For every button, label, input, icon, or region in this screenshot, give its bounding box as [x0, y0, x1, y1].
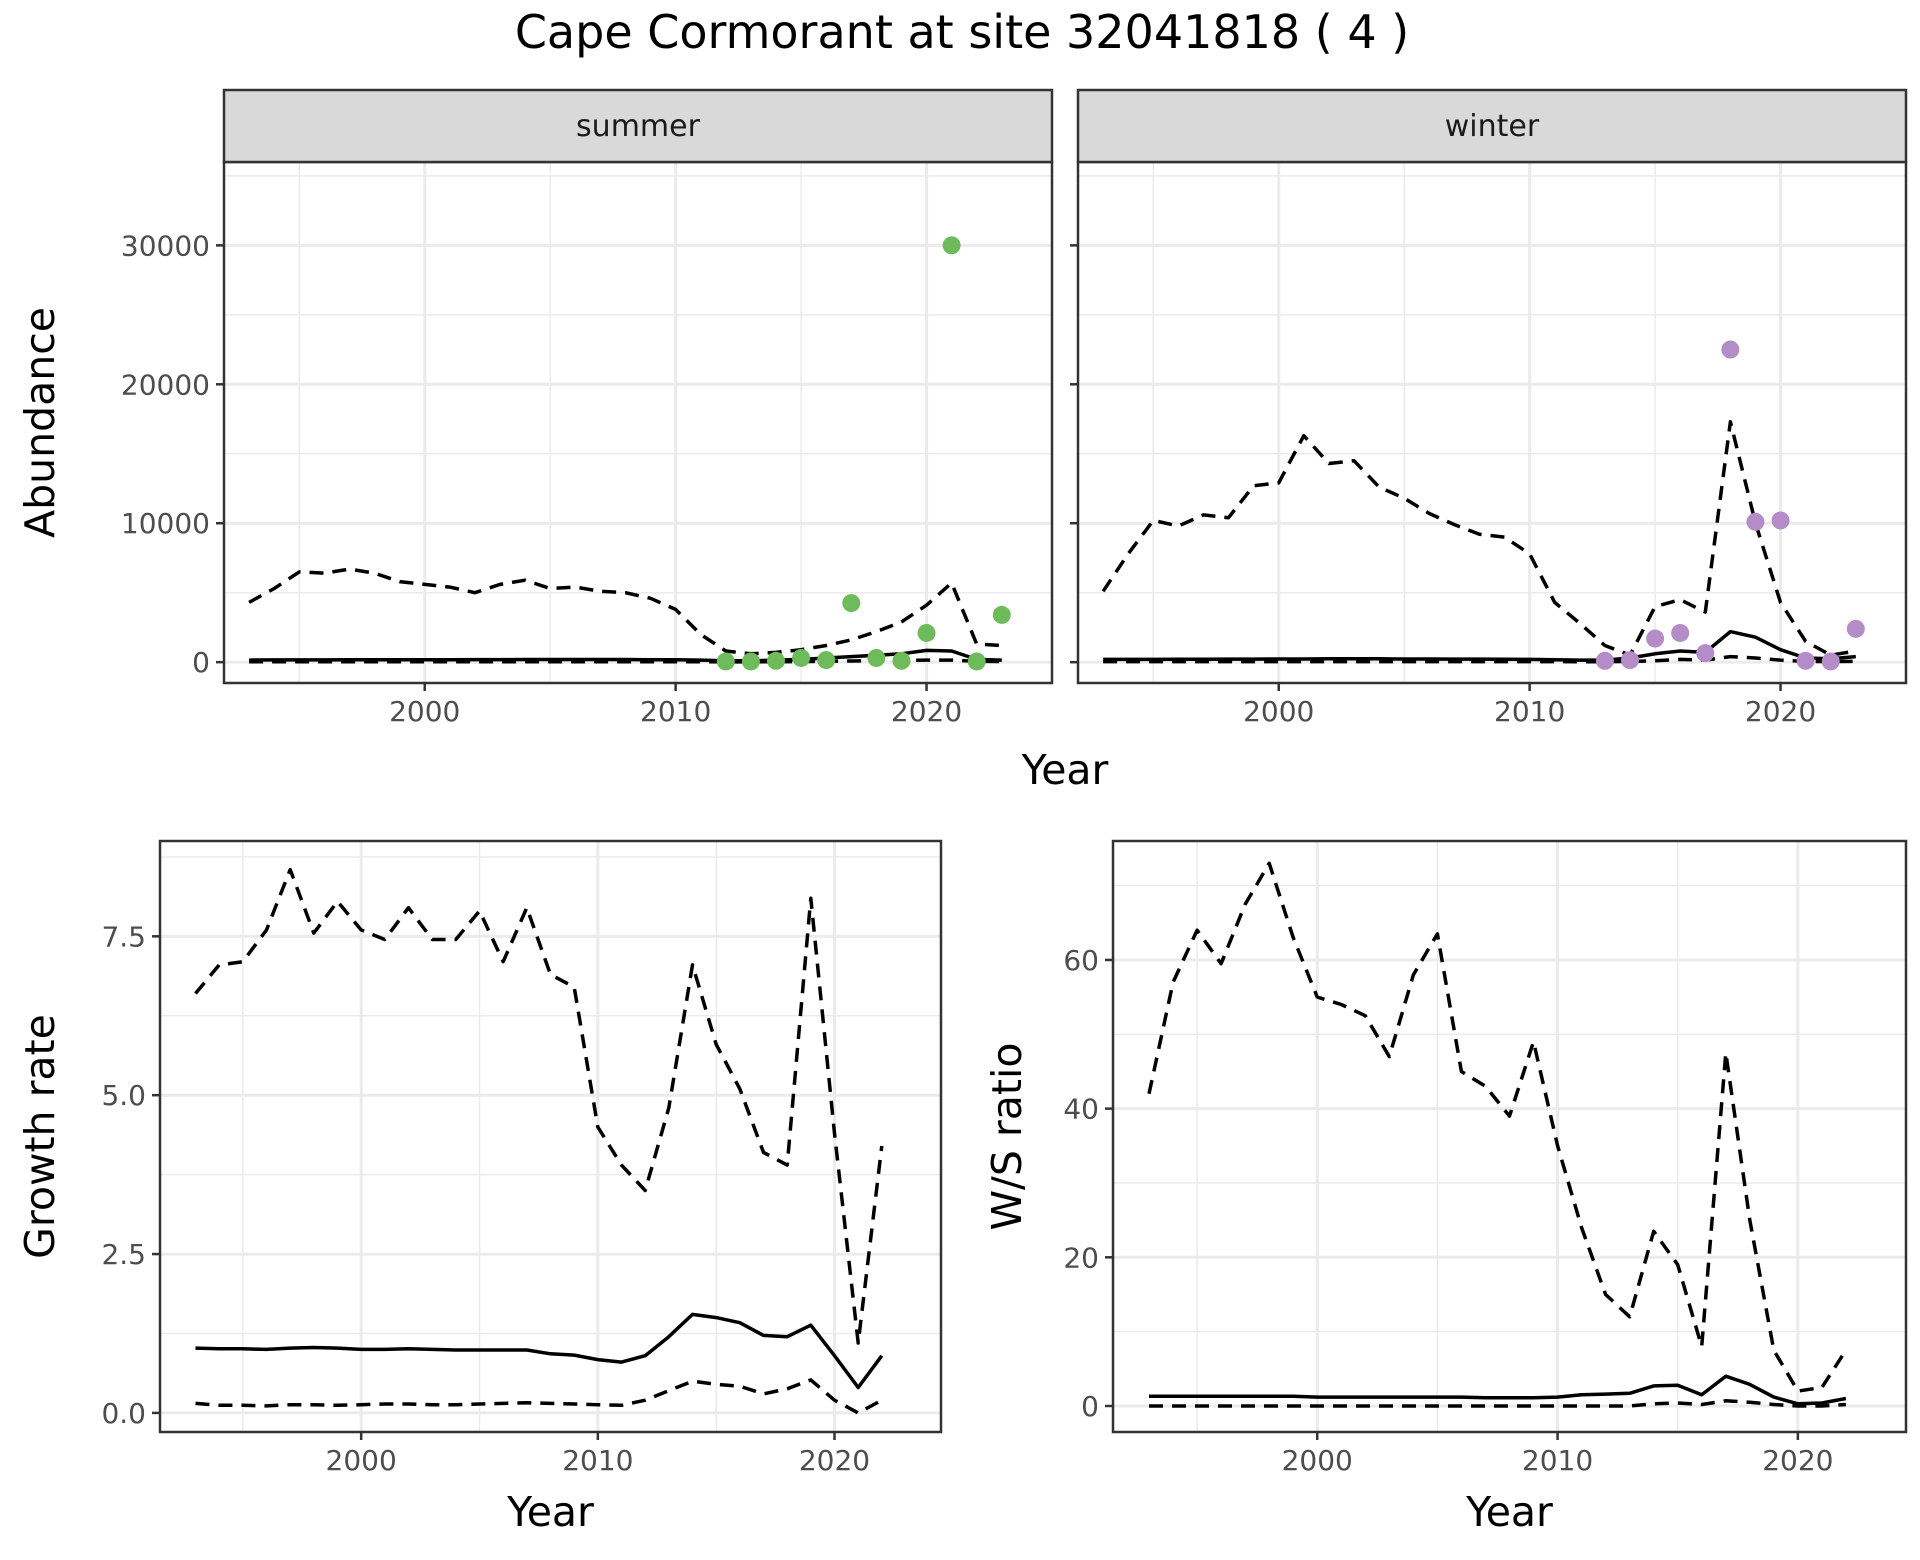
- y-axis-title: Growth rate: [16, 1014, 64, 1259]
- series-line-upper-bound: [248, 567, 1002, 656]
- y-tick-label: 5.0: [101, 1079, 146, 1112]
- y-tick-label: 20000: [121, 368, 210, 401]
- data-point: [1671, 623, 1690, 642]
- x-tick-label: 2010: [1494, 695, 1565, 728]
- x-tick-label: 2010: [562, 1444, 633, 1477]
- data-point: [767, 651, 785, 670]
- data-point: [1821, 652, 1840, 671]
- x-tick-label: 2000: [326, 1444, 397, 1477]
- series-line-lower-bound: [1103, 654, 1856, 664]
- figure-title: Cape Cormorant at site 32041818 ( 4 ): [515, 5, 1409, 59]
- data-point: [992, 605, 1011, 624]
- data-point: [1846, 619, 1865, 638]
- y-tick-label: 0: [192, 646, 210, 679]
- x-tick-label: 2020: [1762, 1444, 1833, 1477]
- y-tick-label: 7.5: [101, 920, 146, 953]
- data-point: [1621, 651, 1639, 670]
- x-tick-label: 2000: [1243, 695, 1314, 728]
- panel-abundance-winter: winter 2000 2010 2020: [1070, 88, 1908, 728]
- data-point: [1646, 629, 1665, 648]
- data-point: [867, 648, 886, 667]
- data-point: [716, 652, 735, 671]
- data-point: [917, 623, 936, 642]
- gridlines: [1078, 162, 1907, 683]
- y-tick-label: 2.5: [101, 1238, 146, 1271]
- facet-strip-label: winter: [1445, 109, 1540, 144]
- data-point: [892, 651, 911, 670]
- panel-border: [1111, 839, 1908, 1434]
- panel-border: [158, 839, 943, 1434]
- x-tick-label: 2020: [1745, 695, 1816, 728]
- x-tick-label: 2000: [389, 695, 460, 728]
- facet-strip: [222, 88, 1054, 164]
- data-point: [792, 648, 811, 667]
- y-tick-label: 30000: [121, 229, 210, 262]
- y-tick-label: 20: [1063, 1241, 1099, 1274]
- panel-abundance-summer: summer 2000 2010 2020 0 10000 20000 30000 Abunda…: [16, 88, 1054, 728]
- series-line-upper-bound: [1147, 861, 1848, 1393]
- y-tick-label: 0.0: [101, 1397, 146, 1430]
- panel-ws-ratio: 2000 2010 2020 0 20 40 60 W/S ratio Year: [983, 839, 1908, 1536]
- y-tick-label: 40: [1063, 1093, 1099, 1126]
- x-axis-title: Year: [1465, 1488, 1553, 1536]
- series-line-upper-bound: [194, 867, 884, 1345]
- data-point: [1721, 340, 1740, 359]
- series-line-median: [1103, 629, 1856, 662]
- series-line-lower-bound: [1149, 1399, 1847, 1408]
- y-tick-label: 60: [1063, 944, 1099, 977]
- data-point: [1746, 512, 1765, 531]
- x-tick-label: 2020: [799, 1444, 870, 1477]
- gridlines: [1113, 841, 1906, 1432]
- facet-strip-label: summer: [576, 109, 701, 144]
- x-axis-title: Year: [506, 1488, 594, 1536]
- series-line-median: [1149, 1374, 1847, 1406]
- x-tick-label: 2010: [640, 695, 711, 728]
- data-point: [842, 594, 861, 613]
- series-line-median: [195, 1312, 884, 1390]
- data-point: [1771, 511, 1790, 530]
- gridlines: [160, 841, 941, 1432]
- x-tick-label: 2010: [1522, 1444, 1593, 1477]
- gridlines: [224, 162, 1053, 683]
- y-tick-label: 10000: [121, 507, 210, 540]
- series-line-lower-bound: [195, 1378, 883, 1415]
- data-point: [1796, 651, 1815, 670]
- y-axis-title: W/S ratio: [983, 1043, 1031, 1231]
- data-point: [1696, 644, 1715, 663]
- panel-growth-rate: 2000 2010 2020 0.0 2.5 5.0 7.5 Growth rate Year: [16, 839, 943, 1536]
- data-point: [1595, 651, 1614, 670]
- data-point: [942, 236, 961, 255]
- series-line-upper-bound: [1101, 420, 1857, 657]
- data-point: [741, 652, 760, 671]
- data-point: [817, 651, 836, 670]
- y-tick-label: 0: [1081, 1390, 1099, 1423]
- facet-strip: [1076, 88, 1908, 164]
- data-point: [967, 652, 986, 671]
- series-line-median: [249, 648, 1002, 663]
- y-axis-title: Abundance: [16, 307, 64, 538]
- x-axis-title-shared: Year: [1021, 746, 1109, 794]
- x-tick-label: 2020: [891, 695, 962, 728]
- x-tick-label: 2000: [1282, 1444, 1353, 1477]
